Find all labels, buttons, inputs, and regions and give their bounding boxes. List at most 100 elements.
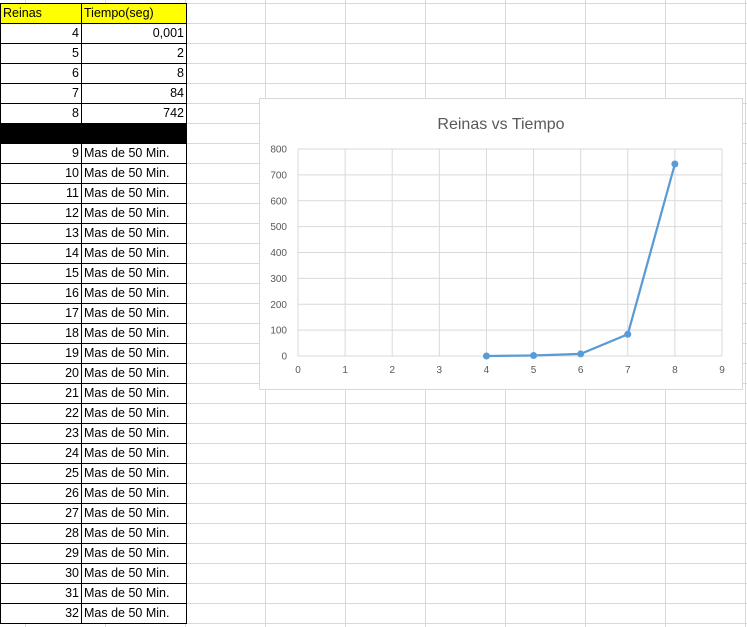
cell-tiempo[interactable]: Mas de 50 Min. — [81, 483, 187, 504]
x-tick-label: 4 — [484, 365, 490, 376]
header-row: Reinas Tiempo(seg) — [0, 3, 187, 24]
cell-tiempo[interactable]: Mas de 50 Min. — [81, 583, 187, 604]
y-tick-label: 700 — [270, 170, 287, 181]
data-point[interactable] — [482, 352, 490, 360]
cell-tiempo[interactable]: Mas de 50 Min. — [81, 223, 187, 244]
cell-tiempo[interactable]: 742 — [81, 103, 187, 124]
cell-tiempo[interactable]: Mas de 50 Min. — [81, 243, 187, 264]
cell-tiempo[interactable]: Mas de 50 Min. — [81, 343, 187, 364]
cell-reinas[interactable]: 10 — [0, 163, 82, 184]
table-row: 16 Mas de 50 Min. — [0, 283, 187, 304]
cell-reinas[interactable]: 13 — [0, 223, 82, 244]
table-row: 28 Mas de 50 Min. — [0, 523, 187, 544]
table-row: 30 Mas de 50 Min. — [0, 563, 187, 584]
y-axis-ticks: 0 100 200 300 400 500 600 700 800 — [270, 145, 287, 363]
cell-reinas[interactable]: 20 — [0, 363, 82, 384]
cell-tiempo[interactable]: Mas de 50 Min. — [81, 383, 187, 404]
cell-tiempo[interactable]: Mas de 50 Min. — [81, 183, 187, 204]
cell-reinas[interactable]: 32 — [0, 603, 82, 624]
cell-reinas[interactable]: 30 — [0, 563, 82, 584]
data-table: Reinas Tiempo(seg) 4 0,001 5 2 6 8 7 84 8 742 9 Mas d… — [0, 3, 187, 624]
cell-reinas[interactable]: 9 — [0, 143, 82, 164]
data-point[interactable] — [624, 330, 632, 338]
cell-reinas[interactable] — [0, 123, 82, 144]
cell-reinas[interactable]: 12 — [0, 203, 82, 224]
cell-tiempo[interactable]: Mas de 50 Min. — [81, 403, 187, 424]
table-row: 12 Mas de 50 Min. — [0, 203, 187, 224]
cell-reinas[interactable]: 4 — [0, 23, 82, 44]
cell-reinas[interactable]: 27 — [0, 503, 82, 524]
cell-tiempo[interactable]: Mas de 50 Min. — [81, 203, 187, 224]
data-point[interactable] — [530, 351, 538, 359]
y-tick-label: 800 — [270, 145, 287, 156]
data-point[interactable] — [577, 350, 585, 358]
header-tiempo[interactable]: Tiempo(seg) — [81, 3, 187, 24]
cell-reinas[interactable]: 19 — [0, 343, 82, 364]
x-tick-label: 0 — [295, 365, 301, 376]
cell-tiempo[interactable]: Mas de 50 Min. — [81, 163, 187, 184]
cell-reinas[interactable]: 8 — [0, 103, 82, 124]
header-reinas[interactable]: Reinas — [0, 3, 82, 24]
cell-tiempo[interactable]: Mas de 50 Min. — [81, 303, 187, 324]
cell-reinas[interactable]: 23 — [0, 423, 82, 444]
cell-tiempo[interactable]: Mas de 50 Min. — [81, 423, 187, 444]
cell-reinas[interactable]: 29 — [0, 543, 82, 564]
table-row: 24 Mas de 50 Min. — [0, 443, 187, 464]
cell-reinas[interactable]: 11 — [0, 183, 82, 204]
table-row: 15 Mas de 50 Min. — [0, 263, 187, 284]
cell-tiempo[interactable]: Mas de 50 Min. — [81, 543, 187, 564]
cell-reinas[interactable]: 5 — [0, 43, 82, 64]
cell-reinas[interactable]: 28 — [0, 523, 82, 544]
cell-reinas[interactable]: 15 — [0, 263, 82, 284]
cell-tiempo[interactable]: Mas de 50 Min. — [81, 563, 187, 584]
cell-reinas[interactable]: 21 — [0, 383, 82, 404]
cell-reinas[interactable]: 25 — [0, 463, 82, 484]
cell-tiempo[interactable]: Mas de 50 Min. — [81, 363, 187, 384]
cell-tiempo[interactable]: Mas de 50 Min. — [81, 283, 187, 304]
cell-reinas[interactable]: 24 — [0, 443, 82, 464]
table-row: 13 Mas de 50 Min. — [0, 223, 187, 244]
table-row: 29 Mas de 50 Min. — [0, 543, 187, 564]
cell-tiempo[interactable]: 84 — [81, 83, 187, 104]
table-row: 22 Mas de 50 Min. — [0, 403, 187, 424]
table-row: 27 Mas de 50 Min. — [0, 503, 187, 524]
cell-tiempo[interactable]: Mas de 50 Min. — [81, 503, 187, 524]
cell-reinas[interactable]: 17 — [0, 303, 82, 324]
cell-tiempo[interactable]: 8 — [81, 63, 187, 84]
table-row: 8 742 — [0, 103, 187, 124]
y-tick-label: 400 — [270, 248, 287, 259]
cell-tiempo[interactable]: Mas de 50 Min. — [81, 143, 187, 164]
cell-tiempo[interactable]: 2 — [81, 43, 187, 64]
x-tick-label: 3 — [437, 365, 443, 376]
cell-tiempo[interactable]: Mas de 50 Min. — [81, 443, 187, 464]
cell-tiempo[interactable]: Mas de 50 Min. — [81, 323, 187, 344]
y-tick-label: 300 — [270, 274, 287, 285]
cell-tiempo[interactable]: Mas de 50 Min. — [81, 263, 187, 284]
cell-reinas[interactable]: 26 — [0, 483, 82, 504]
cell-reinas[interactable]: 7 — [0, 83, 82, 104]
cell-tiempo[interactable] — [81, 123, 187, 144]
cell-tiempo[interactable]: 0,001 — [81, 23, 187, 44]
cell-reinas[interactable]: 6 — [0, 63, 82, 84]
table-row: 10 Mas de 50 Min. — [0, 163, 187, 184]
cell-tiempo[interactable]: Mas de 50 Min. — [81, 603, 187, 624]
y-tick-label: 0 — [281, 352, 287, 363]
table-row: 17 Mas de 50 Min. — [0, 303, 187, 324]
x-axis-ticks: 0 1 2 3 4 5 6 7 8 9 — [295, 365, 725, 376]
cell-tiempo[interactable]: Mas de 50 Min. — [81, 523, 187, 544]
table-row: 9 Mas de 50 Min. — [0, 143, 187, 164]
cell-reinas[interactable]: 31 — [0, 583, 82, 604]
data-point[interactable] — [671, 160, 679, 168]
cell-reinas[interactable]: 22 — [0, 403, 82, 424]
x-tick-label: 2 — [389, 365, 395, 376]
table-row: 26 Mas de 50 Min. — [0, 483, 187, 504]
gridlines — [297, 148, 723, 357]
cell-reinas[interactable]: 14 — [0, 243, 82, 264]
cell-reinas[interactable]: 16 — [0, 283, 82, 304]
x-tick-label: 5 — [531, 365, 537, 376]
chart[interactable]: Reinas vs Tiempo 0 100 200 300 400 500 600 700 8… — [259, 98, 743, 390]
table-row: 31 Mas de 50 Min. — [0, 583, 187, 604]
cell-reinas[interactable]: 18 — [0, 323, 82, 344]
y-tick-label: 500 — [270, 222, 287, 233]
cell-tiempo[interactable]: Mas de 50 Min. — [81, 463, 187, 484]
